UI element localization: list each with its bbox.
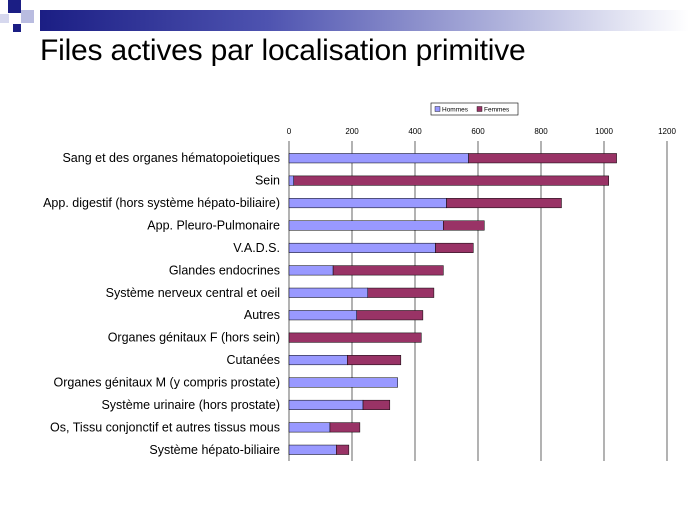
bar-femmes bbox=[468, 153, 617, 164]
category-label: App. digestif (hors système hépato-bilia… bbox=[43, 196, 280, 210]
category-label: App. Pleuro-Pulmonaire bbox=[147, 219, 280, 233]
x-axis: 0 200 400 600 800 1000 1200 bbox=[287, 127, 677, 136]
bar-hommes bbox=[288, 242, 436, 253]
category-label: Cutanées bbox=[226, 353, 280, 367]
x-tick-label: 1000 bbox=[595, 127, 613, 136]
category-label: Système nerveux central et oeil bbox=[106, 286, 280, 300]
bar-hommes bbox=[288, 198, 447, 209]
category-label: Autres bbox=[244, 308, 280, 322]
bar-hommes bbox=[288, 422, 331, 433]
category-label: Sein bbox=[255, 174, 280, 188]
decor-square bbox=[13, 24, 21, 32]
bar-femmes bbox=[435, 242, 474, 253]
bar-hommes bbox=[288, 444, 337, 455]
x-tick-label: 0 bbox=[287, 127, 292, 136]
x-tick-label: 800 bbox=[534, 127, 548, 136]
bar-hommes bbox=[288, 355, 348, 366]
bar-hommes bbox=[288, 310, 357, 321]
x-tick-label: 1200 bbox=[658, 127, 676, 136]
category-label: Os, Tissu conjonctif et autres tissus mo… bbox=[50, 420, 280, 434]
decor-square bbox=[0, 14, 9, 23]
category-label: Organes génitaux F (hors sein) bbox=[108, 331, 280, 345]
category-label: Sang et des organes hématopoietiques bbox=[62, 151, 280, 165]
bar-femmes bbox=[293, 175, 609, 186]
bar-femmes bbox=[443, 220, 485, 231]
legend-swatch-femmes bbox=[476, 106, 483, 112]
bar-femmes bbox=[362, 399, 391, 410]
legend-label-hommes: Hommes bbox=[442, 107, 469, 114]
gridlines bbox=[288, 141, 668, 461]
bar-femmes bbox=[367, 287, 435, 298]
bar-hommes bbox=[288, 399, 364, 410]
x-tick-label: 200 bbox=[345, 127, 359, 136]
bar-hommes bbox=[288, 220, 444, 231]
category-label: V.A.D.S. bbox=[233, 241, 280, 255]
bar-femmes bbox=[288, 332, 422, 343]
category-labels: Sang et des organes hématopoietiques Sein… bbox=[43, 151, 280, 457]
category-label: Organes génitaux M (y compris prostate) bbox=[54, 376, 280, 390]
bar-hommes bbox=[288, 377, 398, 388]
category-label: Glandes endocrines bbox=[169, 263, 280, 277]
legend: Hommes Femmes bbox=[430, 102, 519, 116]
decor-square bbox=[8, 0, 21, 13]
bar-femmes bbox=[336, 444, 350, 455]
x-tick-label: 400 bbox=[408, 127, 422, 136]
legend-box bbox=[430, 102, 519, 116]
bar-femmes bbox=[329, 422, 361, 433]
bar-femmes bbox=[347, 355, 402, 366]
legend-label-femmes: Femmes bbox=[484, 107, 510, 114]
bar-femmes bbox=[332, 265, 444, 276]
decor-square bbox=[21, 10, 34, 23]
bar-hommes bbox=[288, 153, 469, 164]
bars bbox=[288, 153, 617, 455]
legend-swatch-hommes bbox=[434, 106, 441, 112]
category-label: Système urinaire (hors prostate) bbox=[101, 398, 280, 412]
bar-hommes bbox=[288, 175, 294, 186]
bar-hommes bbox=[288, 287, 368, 298]
bar-femmes bbox=[356, 310, 424, 321]
slide-title: Files actives par localisation primitive bbox=[40, 34, 526, 67]
bar-femmes bbox=[446, 198, 562, 209]
x-tick-label: 600 bbox=[471, 127, 485, 136]
category-label: Système hépato-biliaire bbox=[149, 443, 280, 457]
bar-hommes bbox=[288, 265, 334, 276]
title-band bbox=[40, 10, 689, 31]
